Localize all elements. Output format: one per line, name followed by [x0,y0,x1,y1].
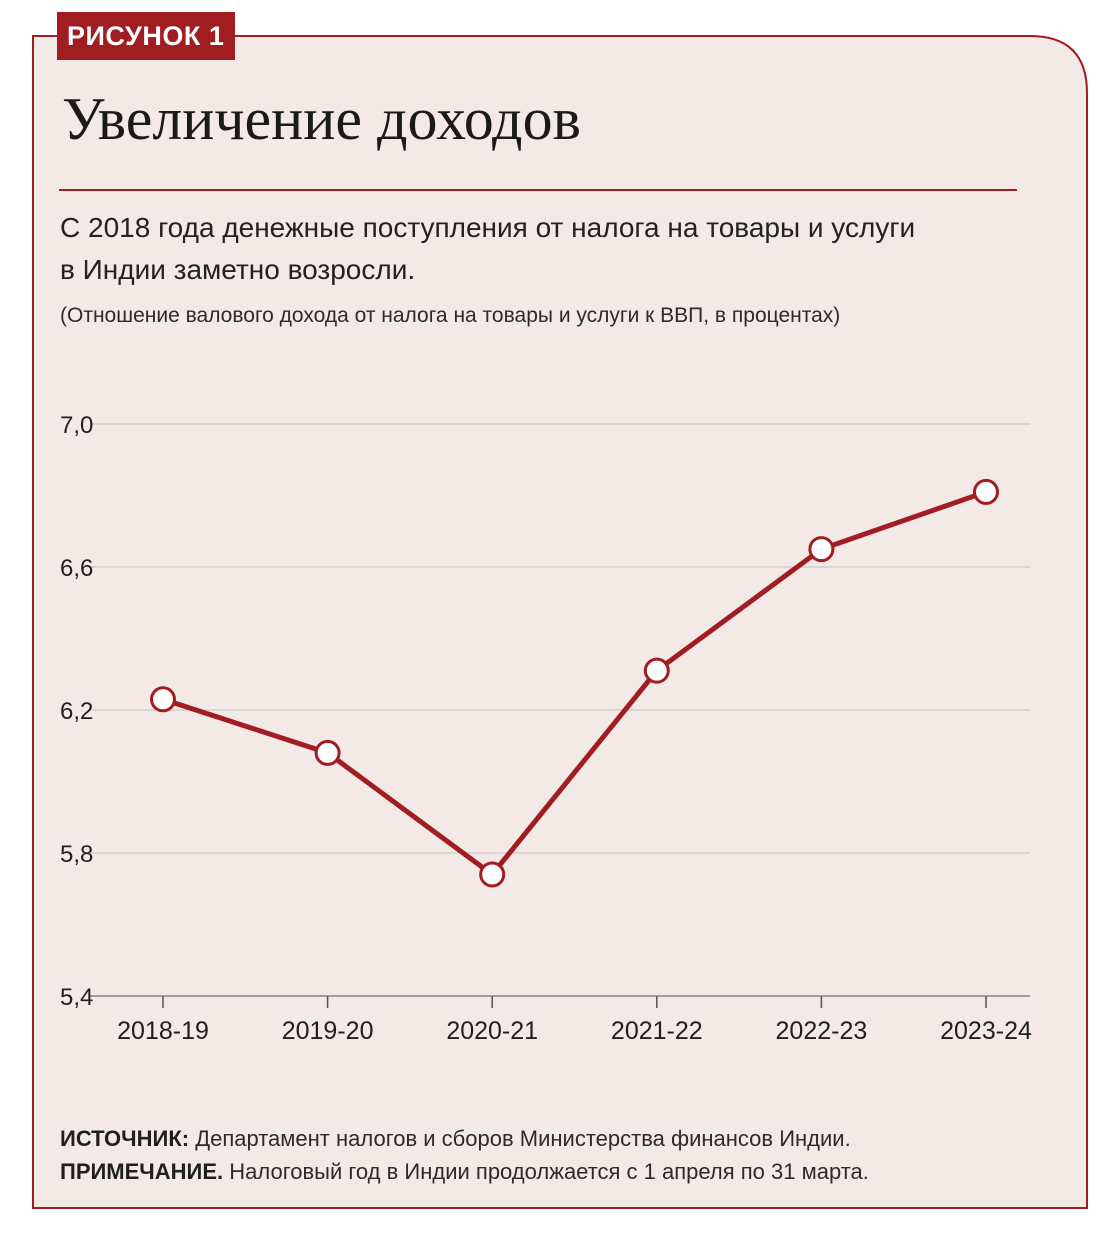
remark-label: ПРИМЕЧАНИЕ. [60,1159,224,1184]
remark-line: ПРИМЕЧАНИЕ. Налоговый год в Индии продол… [60,1155,869,1188]
x-tick-label: 2019-20 [282,1017,374,1045]
subtitle-line-1: С 2018 года денежные поступления от нало… [60,212,916,243]
chart-subtitle: С 2018 года денежные поступления от нало… [60,207,1020,291]
units-note: (Отношение валового дохода от налога на … [60,304,841,327]
x-tick-label: 2021-22 [611,1017,703,1045]
figure-panel [32,35,1088,1209]
title-divider [59,189,1017,191]
x-tick-label: 2023-24 [940,1017,1032,1045]
series-line [160,489,989,877]
y-tick-label: 5,8 [60,841,93,868]
data-point [808,536,835,563]
chart-footer: ИСТОЧНИК: Департамент налогов и сборов М… [60,1122,869,1188]
source-line: ИСТОЧНИК: Департамент налогов и сборов М… [60,1122,869,1155]
x-tick-label: 2018-19 [117,1017,209,1045]
data-point [479,861,506,888]
data-point [973,478,999,505]
data-point [643,657,670,684]
source-text: Департамент налогов и сборов Министерств… [189,1126,851,1151]
figure-badge: РИСУНОК 1 [57,12,236,60]
y-tick-label: 6,6 [60,555,93,582]
remark-text: Налоговый год в Индии продолжается с 1 а… [223,1159,869,1184]
y-tick-label: 5,4 [60,984,93,1011]
data-point [150,686,176,713]
y-tick-label: 7,0 [60,412,93,439]
subtitle-line-2: в Индии заметно возросли. [60,254,416,285]
axes: 7,0 6,6 6,2 5,8 5,4 2018-19 2019-20 2020-21 2021… [60,412,1032,1045]
series-layer [150,478,999,888]
x-tick-label: 2022-23 [776,1017,868,1045]
source-label: ИСТОЧНИК: [60,1126,190,1151]
gridlines [90,423,1030,997]
y-tick-label: 6,2 [60,698,93,725]
x-tick-label: 2020-21 [446,1017,538,1045]
data-point [314,739,341,766]
chart-title: Увеличение доходов [62,86,581,152]
